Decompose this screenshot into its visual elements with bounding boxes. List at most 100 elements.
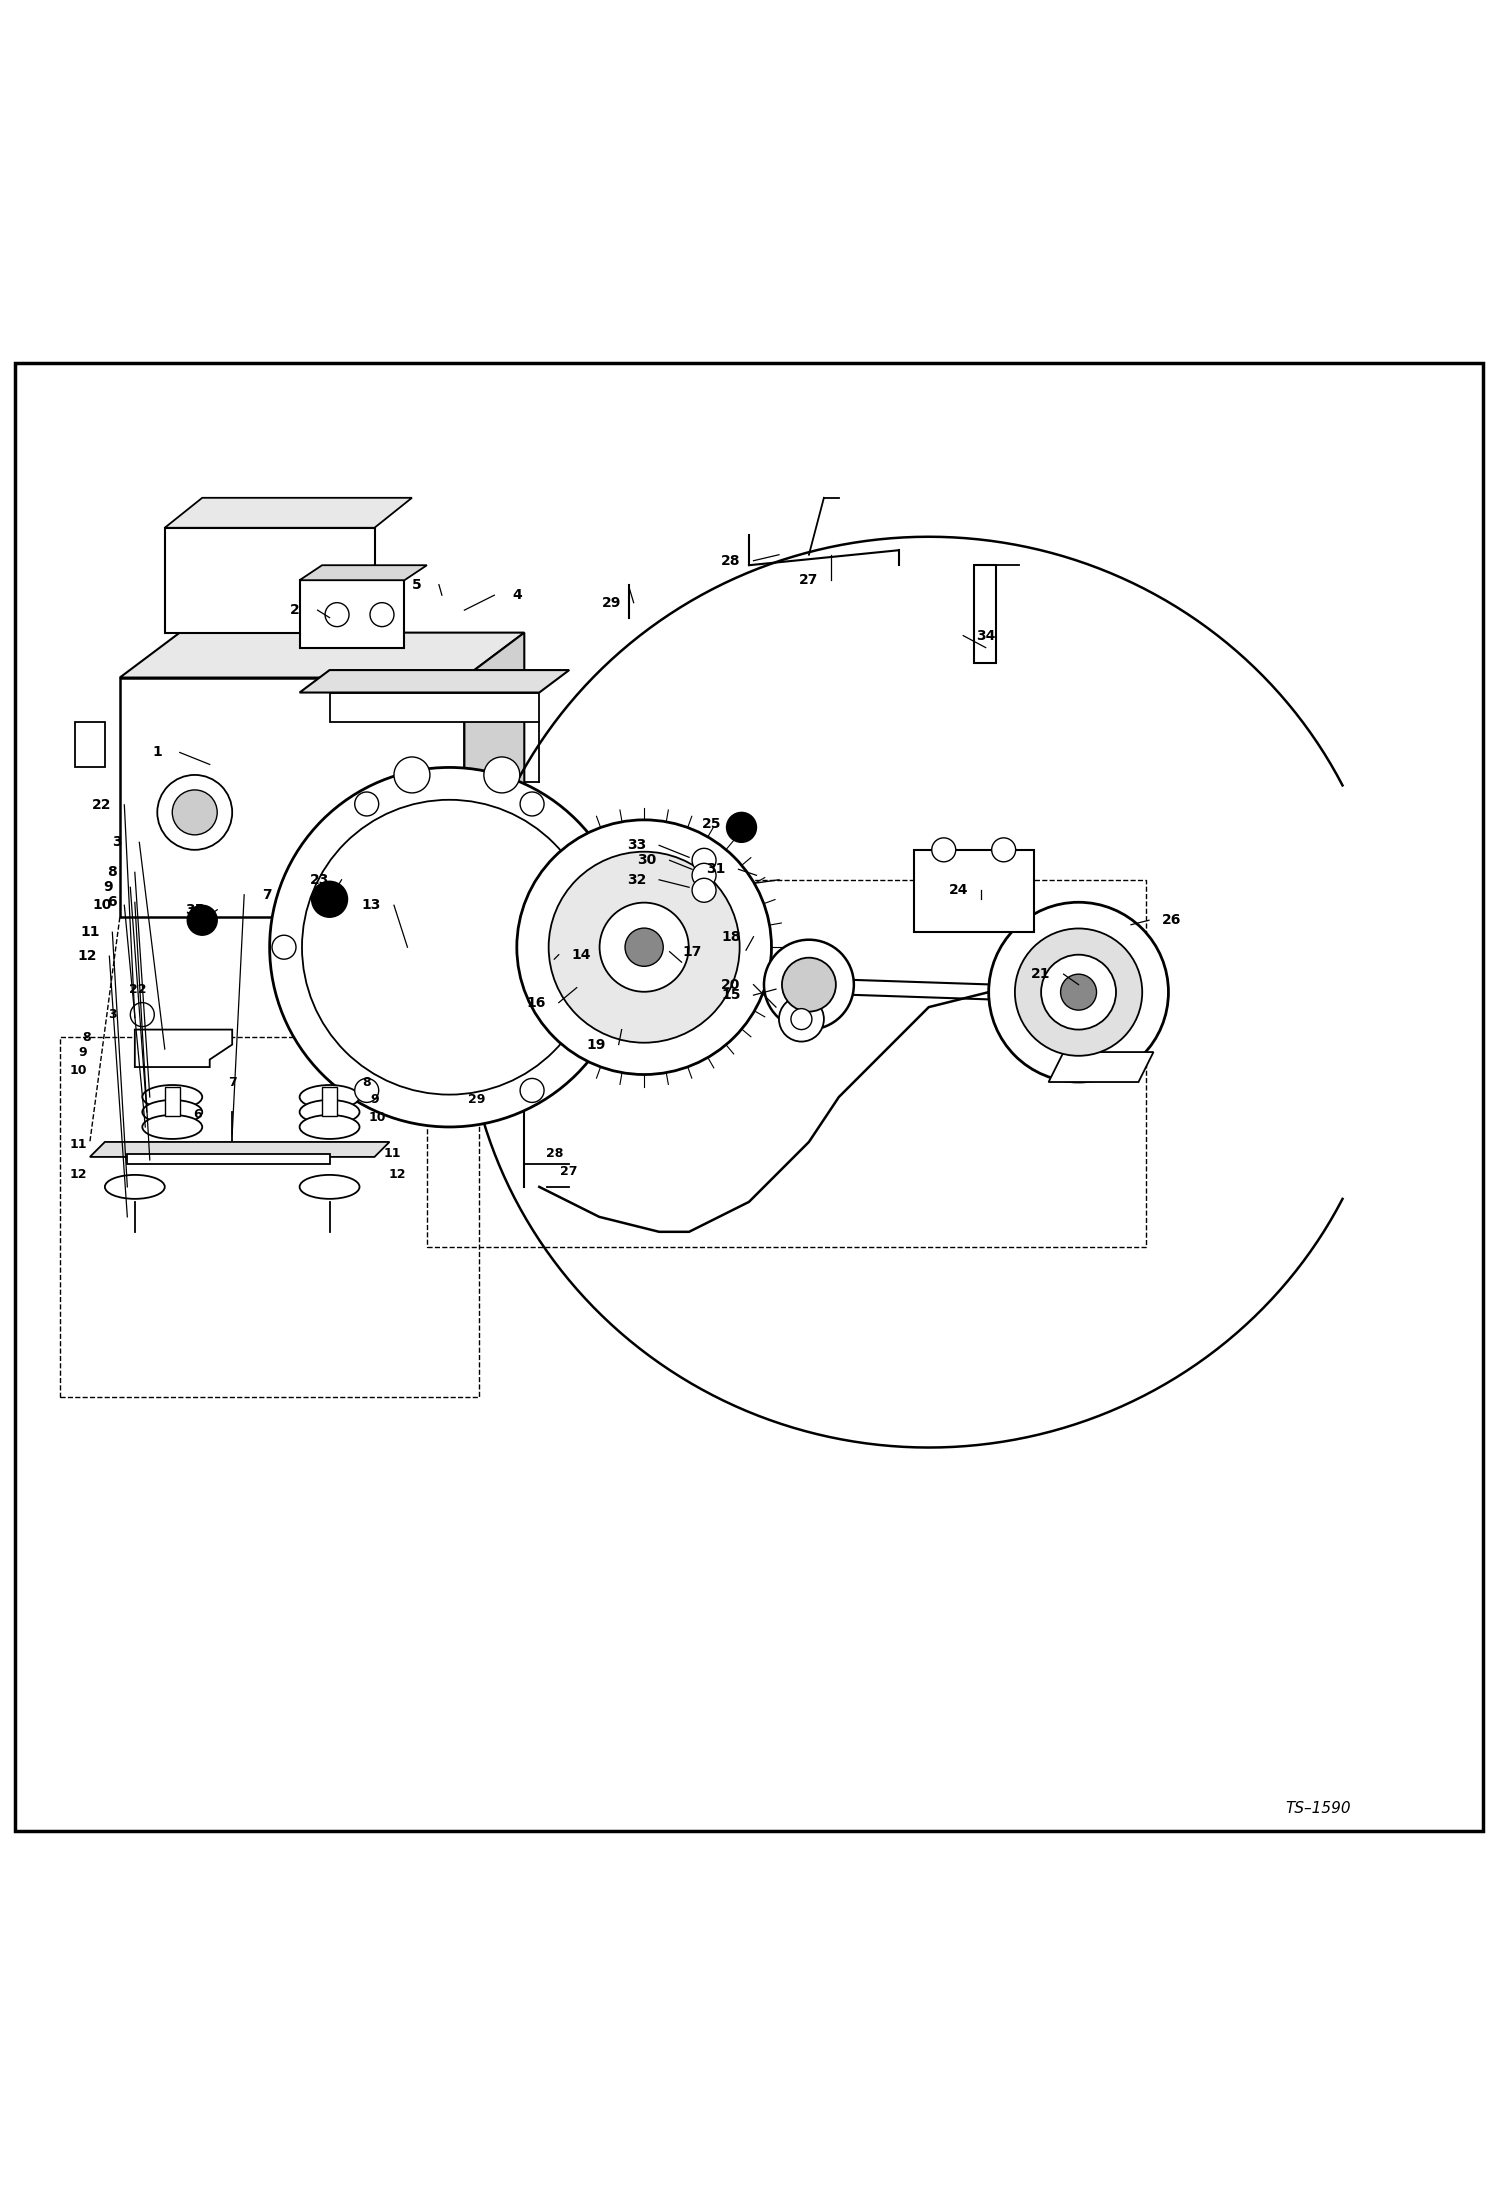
Text: 30: 30 <box>638 853 656 867</box>
Polygon shape <box>330 693 539 722</box>
Text: 22: 22 <box>91 799 112 812</box>
Text: 15: 15 <box>721 987 742 1003</box>
Text: 9: 9 <box>370 1093 379 1106</box>
Circle shape <box>370 603 394 627</box>
Circle shape <box>764 939 854 1029</box>
Polygon shape <box>165 498 412 529</box>
Bar <box>165 529 374 632</box>
Text: 29: 29 <box>467 1093 485 1106</box>
Text: 1: 1 <box>153 746 162 759</box>
Circle shape <box>625 928 664 965</box>
Text: 29: 29 <box>602 595 620 610</box>
Text: 28: 28 <box>545 1147 563 1161</box>
Text: 18: 18 <box>721 930 742 943</box>
Text: 14: 14 <box>571 948 592 961</box>
Text: 9: 9 <box>78 1047 87 1058</box>
Text: 8: 8 <box>82 1031 91 1044</box>
Text: 35: 35 <box>186 902 204 917</box>
Text: 3: 3 <box>108 1007 117 1020</box>
Text: 21: 21 <box>1031 968 1052 981</box>
Bar <box>914 849 1034 932</box>
Text: 9: 9 <box>103 880 112 895</box>
Text: 10: 10 <box>369 1112 386 1126</box>
Circle shape <box>187 906 217 935</box>
Text: 4: 4 <box>512 588 521 601</box>
Text: 13: 13 <box>363 897 380 913</box>
Circle shape <box>727 812 756 842</box>
Text: 33: 33 <box>628 838 646 851</box>
Circle shape <box>782 959 836 1011</box>
Circle shape <box>270 768 629 1128</box>
Text: 12: 12 <box>69 1169 87 1180</box>
Circle shape <box>932 838 956 862</box>
Text: 5: 5 <box>412 577 421 592</box>
Text: 31: 31 <box>707 862 725 875</box>
Polygon shape <box>120 678 464 917</box>
Circle shape <box>130 1003 154 1027</box>
Text: 11: 11 <box>79 926 100 939</box>
Ellipse shape <box>105 1176 165 1198</box>
Text: 3: 3 <box>112 836 121 849</box>
Polygon shape <box>127 1154 330 1165</box>
Bar <box>300 579 404 647</box>
Circle shape <box>355 1079 379 1101</box>
Text: 24: 24 <box>948 884 969 897</box>
Circle shape <box>157 774 232 849</box>
Circle shape <box>992 838 1016 862</box>
Text: 22: 22 <box>129 983 147 996</box>
Text: 19: 19 <box>587 1038 605 1051</box>
Circle shape <box>692 878 716 902</box>
Circle shape <box>517 821 771 1075</box>
Ellipse shape <box>989 902 1168 1082</box>
Text: 34: 34 <box>977 630 995 643</box>
Circle shape <box>484 757 520 792</box>
Circle shape <box>1041 954 1116 1029</box>
Bar <box>322 1086 337 1117</box>
Circle shape <box>394 757 430 792</box>
Bar <box>60 1038 479 1398</box>
Ellipse shape <box>300 1115 360 1139</box>
Polygon shape <box>120 632 524 678</box>
Ellipse shape <box>142 1099 202 1123</box>
Ellipse shape <box>300 1176 360 1198</box>
Text: 12: 12 <box>76 950 97 963</box>
Circle shape <box>273 935 297 959</box>
Circle shape <box>692 862 716 886</box>
Bar <box>974 566 996 663</box>
Circle shape <box>520 1079 544 1101</box>
Ellipse shape <box>1016 928 1141 1055</box>
Polygon shape <box>300 566 427 579</box>
Polygon shape <box>135 1029 232 1066</box>
Circle shape <box>602 935 626 959</box>
Text: 25: 25 <box>701 818 722 832</box>
Text: 2: 2 <box>291 603 300 617</box>
Ellipse shape <box>300 1086 360 1108</box>
Text: 23: 23 <box>310 873 328 886</box>
Circle shape <box>172 790 217 836</box>
Text: 12: 12 <box>388 1169 406 1180</box>
Polygon shape <box>300 669 569 693</box>
Circle shape <box>548 851 740 1042</box>
Bar <box>165 1086 180 1117</box>
Text: 20: 20 <box>722 979 740 992</box>
Ellipse shape <box>300 1099 360 1123</box>
Circle shape <box>325 603 349 627</box>
Text: 7: 7 <box>228 1075 237 1088</box>
Circle shape <box>1061 974 1097 1009</box>
Circle shape <box>312 882 348 917</box>
Circle shape <box>779 996 824 1042</box>
Circle shape <box>303 801 596 1095</box>
Ellipse shape <box>142 1115 202 1139</box>
Text: 10: 10 <box>69 1064 87 1077</box>
Text: 6: 6 <box>193 1108 202 1121</box>
Bar <box>427 880 1146 1246</box>
Polygon shape <box>90 1141 389 1156</box>
Circle shape <box>791 1009 812 1029</box>
Polygon shape <box>464 632 524 917</box>
Text: 10: 10 <box>93 897 111 913</box>
Circle shape <box>520 792 544 816</box>
Circle shape <box>599 902 689 992</box>
Text: 17: 17 <box>683 946 701 959</box>
Text: 27: 27 <box>800 573 818 588</box>
Text: 11: 11 <box>69 1139 87 1152</box>
